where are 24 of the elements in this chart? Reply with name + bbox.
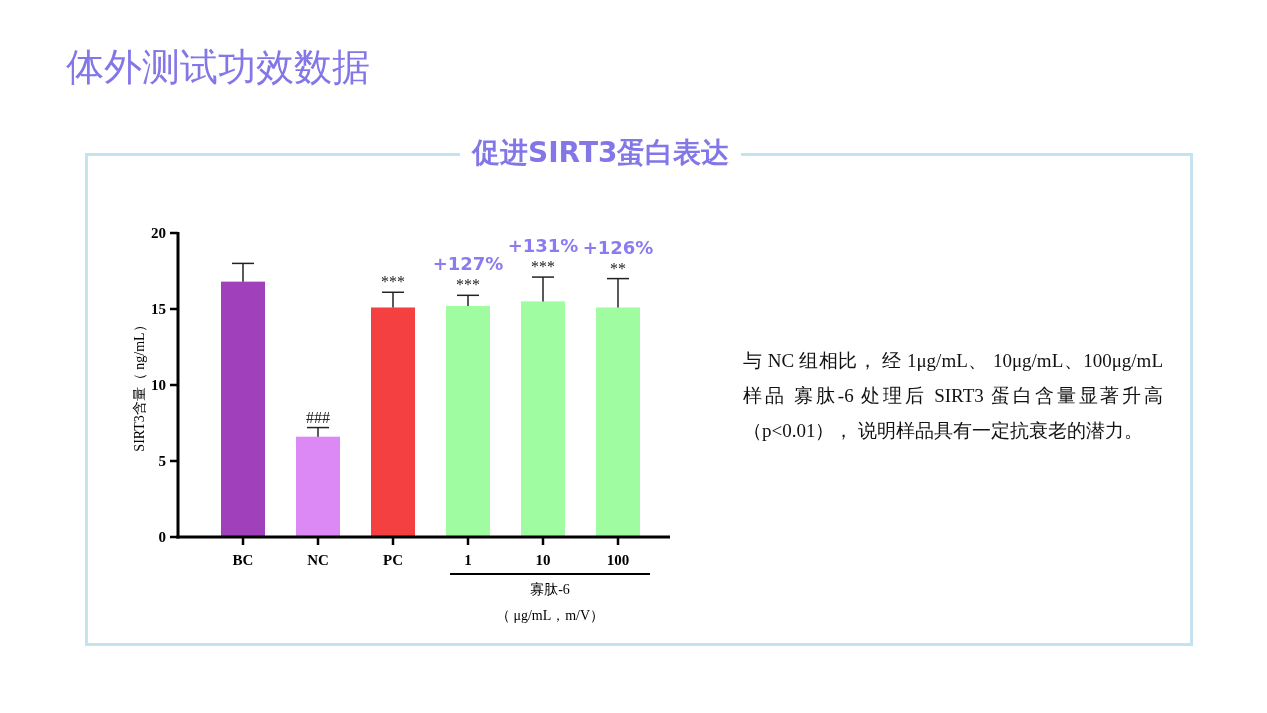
x-tick-label: PC [383,552,403,568]
x-tick-label: 10 [535,552,551,568]
title: 体外测试功效数据 [66,44,370,91]
annotation: +131% [507,235,579,257]
x-tick-label: 1 [464,552,472,568]
annotation: *** [456,276,480,294]
y-tick-label: 0 [158,529,166,545]
annotation: ### [306,408,330,426]
annotation: +127% [432,253,504,275]
y-tick-label: 10 [151,377,166,393]
text: 寡肽-6 [530,582,570,597]
annotation: *** [381,273,405,291]
annotation: *** [531,258,555,276]
x-tick-label: NC [307,552,329,568]
y-tick-label: 5 [158,453,166,469]
y-axis-title: SIRT3含量（ ng/mL） [132,318,147,452]
x-tick-label: BC [232,552,254,568]
y-tick-label: 20 [151,225,166,241]
text: （ μg/mL，m/V） [495,608,605,623]
x-tick-label: 100 [606,552,630,568]
y-tick-label: 15 [151,301,166,317]
note: 与 NC 组相比， 经 1μg/mL、 10μg/mL、100μg/mL 样品 寡肽-6 处理后 SIRT3 蛋白含量显著升高（p<0.01）， 说明样品具有一定抗衰老的潜力。 [743,349,1163,443]
annotation: +126% [582,236,654,258]
annotation: ** [610,259,626,277]
